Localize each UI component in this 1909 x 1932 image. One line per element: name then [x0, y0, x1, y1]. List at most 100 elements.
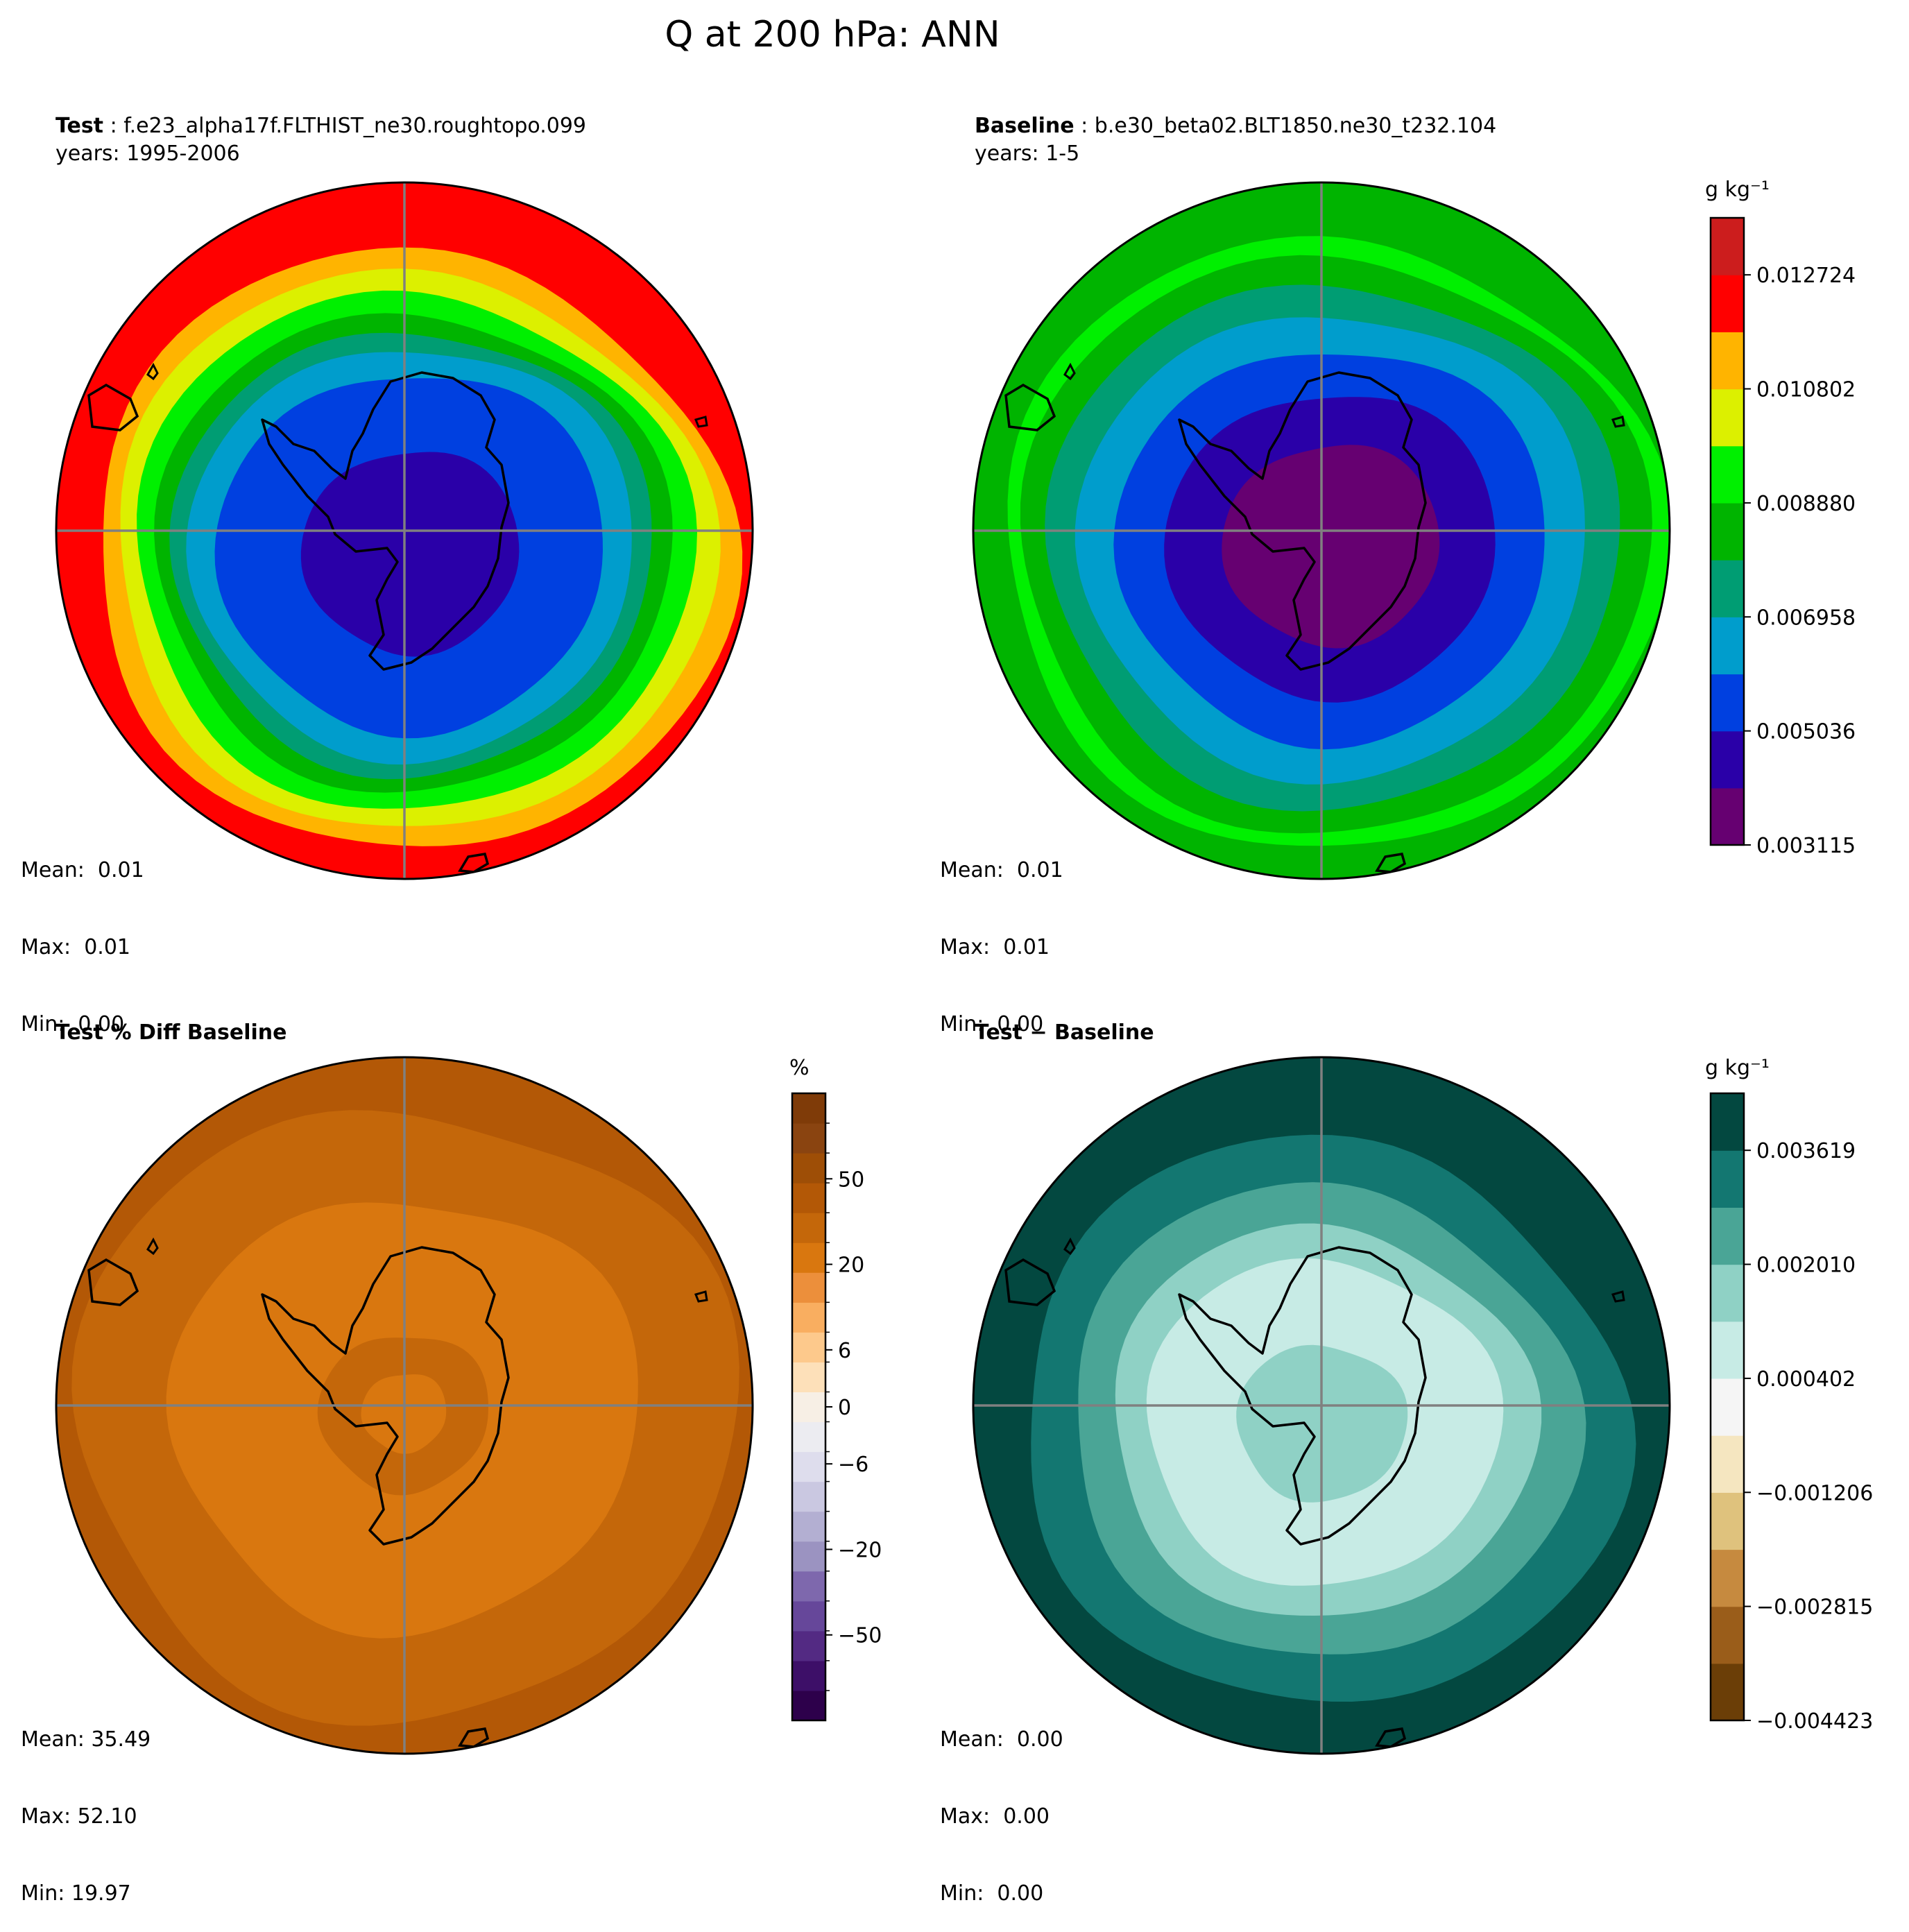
cb-diff-segment	[1711, 1207, 1744, 1265]
cb-pct-segment	[792, 1421, 825, 1453]
pctdiff-min: Min: 19.97	[21, 1881, 131, 1906]
cb-pct-segment	[792, 1691, 825, 1721]
pctdiff-map-boundary	[55, 1056, 754, 1755]
test-band-8	[300, 452, 520, 657]
cb-pct-segment	[792, 1183, 825, 1213]
cb-pct-tick-label: 0	[838, 1396, 851, 1420]
cb-pct-segment	[792, 1392, 825, 1423]
diff-label: Test − Baseline	[975, 1020, 1154, 1045]
test-map-boundary	[55, 181, 754, 880]
cb-diff-segment	[1711, 1663, 1744, 1721]
cb-mean-segment	[1711, 218, 1744, 275]
pctdiff-island	[694, 1290, 708, 1303]
pctdiff-south-america-coast	[87, 1258, 139, 1306]
cb-mean-tick-label: 0.003115	[1756, 834, 1856, 858]
cb-pct-segment	[792, 1272, 825, 1303]
cb-diff-segment	[1711, 1435, 1744, 1493]
pctdiff-max: Max: 52.10	[21, 1804, 137, 1829]
diff-min: Min: 0.00	[940, 1881, 1044, 1906]
test-island	[694, 416, 708, 428]
cb-pct-segment	[792, 1242, 825, 1273]
cb-pct-segment	[792, 1541, 825, 1572]
diff-panel-title: Test − Baseline	[975, 1020, 1154, 1046]
test-years: years: 1995-2006	[55, 142, 240, 166]
cb-pct-segment	[792, 1213, 825, 1243]
pctdiff-overlay	[55, 1056, 754, 1755]
pctdiff-panel-title: Test % Diff Baseline	[55, 1020, 287, 1046]
cb-diff-segment	[1711, 1606, 1744, 1664]
cb-pct-label: %	[789, 1056, 810, 1080]
cb-diff-frame	[1709, 1092, 1745, 1722]
cb-pct-segment	[792, 1302, 825, 1333]
figure-title: Q at 200 hPa: ANN	[665, 14, 1000, 55]
diff-overlay	[972, 1056, 1671, 1755]
baseline-stats: Mean: 0.01 Max: 0.01 Min: 0.00	[940, 806, 1063, 1063]
baseline-south-america-coast	[1004, 383, 1056, 431]
baseline-label: Baseline	[975, 114, 1075, 138]
baseline-min: Min: 0.00	[940, 1012, 1044, 1036]
cb-pct-segment	[792, 1362, 825, 1392]
cb-diff-segment	[1711, 1549, 1744, 1607]
cb-pct-tick-label: 6	[838, 1339, 851, 1363]
pctdiff-mean: Mean: 35.49	[21, 1727, 151, 1752]
cb-pct-segment	[792, 1332, 825, 1362]
cb-pct-tick-label: −50	[838, 1624, 882, 1648]
test-mean: Mean: 0.01	[21, 858, 144, 882]
baseline-map-boundary	[972, 181, 1671, 880]
cb-diff-segment	[1711, 1492, 1744, 1550]
cb-pct-segment	[792, 1123, 825, 1154]
test-sep: :	[103, 114, 124, 138]
cb-mean-segment	[1711, 674, 1744, 732]
cb-pct-tick-label: −6	[838, 1453, 868, 1477]
cb-mean-segment	[1711, 332, 1744, 390]
baseline-band-7	[1222, 445, 1440, 649]
test-south-america-coast	[87, 383, 139, 431]
test-min: Min: 0.00	[21, 1012, 125, 1036]
test-panel-title: Test : f.e23_alpha17f.FLTHIST_ne30.rough…	[55, 113, 586, 139]
cb-mean-tick-label: 0.008880	[1756, 492, 1856, 516]
baseline-panel-title: Baseline : b.e30_beta02.BLT1850.ne30_t23…	[975, 113, 1496, 139]
cb-diff-segment	[1711, 1150, 1744, 1208]
cb-pct-segment	[792, 1093, 825, 1124]
colorbars: 0.003115 0.005036 0.006958 0.008880 0.010802…	[791, 216, 1873, 1734]
cb-diff-tick-label: −0.004423	[1756, 1709, 1873, 1734]
cb-mean-segment	[1711, 275, 1744, 332]
baseline-mean: Mean: 0.01	[940, 858, 1063, 882]
test-overlay	[55, 181, 754, 880]
cb-diff-segment	[1711, 1264, 1744, 1322]
cb-pct-segment	[792, 1600, 825, 1632]
cb-mean-label: g kg⁻¹	[1705, 178, 1770, 202]
test-antarctica-coastline	[261, 371, 510, 671]
test-island	[146, 362, 159, 381]
cb-pct-segment	[792, 1660, 825, 1691]
pctdiff-island	[146, 1237, 159, 1256]
cb-diff-label: g kg⁻¹	[1705, 1056, 1770, 1080]
diff-south-america-coast	[1004, 1258, 1056, 1306]
diff-antarctica-coastline	[1178, 1246, 1427, 1546]
cb-diff-tick-label: 0.002010	[1756, 1254, 1856, 1278]
cb-diff-segment	[1711, 1093, 1744, 1151]
cb-pct-segment	[792, 1481, 825, 1512]
cb-diff-tick-label: −0.002815	[1756, 1596, 1873, 1620]
test-stats: Mean: 0.01 Max: 0.01 Min: 0.00	[21, 806, 144, 1063]
cb-pct-segment	[792, 1630, 825, 1661]
cb-diff-tick-label: −0.001206	[1756, 1481, 1873, 1505]
baseline-overlay	[972, 181, 1671, 880]
cb-mean-frame	[1709, 216, 1745, 846]
cb-diff-segment	[1711, 1321, 1744, 1379]
map-overlays	[55, 181, 1671, 1755]
baseline-sep: :	[1074, 114, 1095, 138]
baseline-island	[1611, 416, 1625, 428]
test-case-name: f.e23_alpha17f.FLTHIST_ne30.roughtopo.09…	[123, 114, 587, 138]
diff-mean: Mean: 0.00	[940, 1727, 1063, 1752]
cb-mean-segment	[1711, 730, 1744, 789]
cb-diff-tick-label: 0.000402	[1756, 1367, 1856, 1392]
cb-pct-segment	[792, 1153, 825, 1183]
cb-mean-tick-label: 0.006958	[1756, 606, 1856, 630]
baseline-antarctica-coastline	[1178, 371, 1427, 671]
baseline-max: Max: 0.01	[940, 935, 1050, 959]
pctdiff-label: Test % Diff Baseline	[55, 1020, 287, 1045]
diff-max: Max: 0.00	[940, 1804, 1050, 1829]
baseline-years: years: 1-5	[975, 142, 1080, 166]
pctdiff-antarctica-coastline	[261, 1246, 510, 1546]
